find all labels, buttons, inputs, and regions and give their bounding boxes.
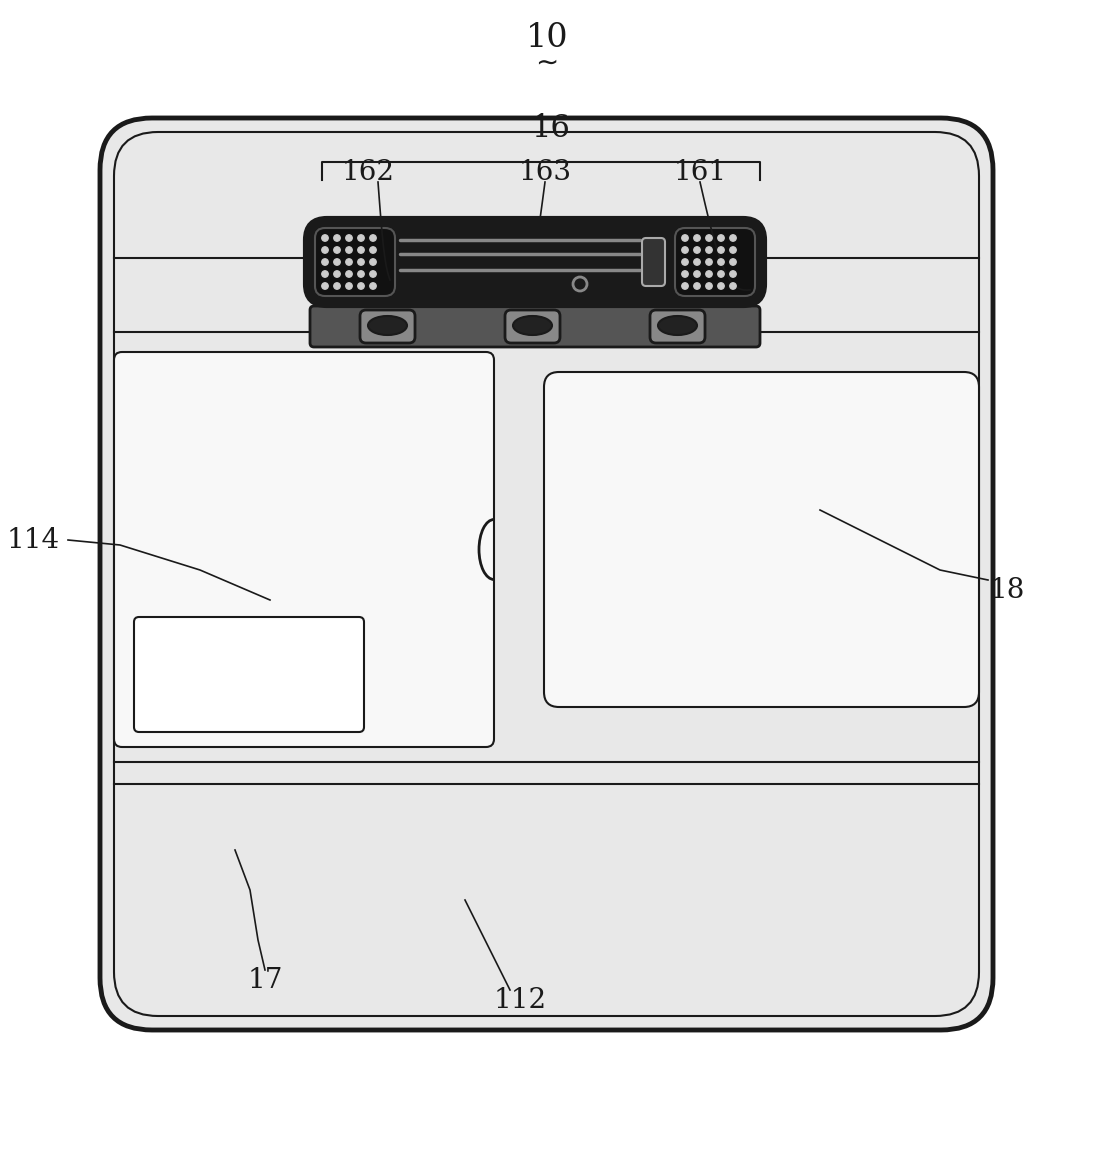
Ellipse shape [513, 316, 552, 335]
Circle shape [706, 235, 712, 241]
Circle shape [682, 271, 688, 277]
FancyBboxPatch shape [114, 352, 494, 747]
Circle shape [730, 247, 736, 254]
FancyBboxPatch shape [305, 218, 765, 306]
Text: 162: 162 [341, 158, 395, 185]
Circle shape [322, 283, 328, 289]
Ellipse shape [657, 316, 697, 335]
Circle shape [718, 258, 724, 265]
Circle shape [334, 235, 340, 241]
Circle shape [694, 283, 700, 289]
Text: 18: 18 [990, 576, 1025, 603]
Circle shape [694, 258, 700, 265]
Circle shape [682, 247, 688, 254]
Text: 10: 10 [526, 22, 568, 54]
Circle shape [358, 247, 364, 254]
Ellipse shape [368, 316, 407, 335]
Circle shape [730, 271, 736, 277]
Circle shape [322, 235, 328, 241]
Circle shape [718, 247, 724, 254]
Circle shape [322, 271, 328, 277]
Circle shape [346, 283, 352, 289]
Circle shape [358, 271, 364, 277]
Circle shape [370, 235, 376, 241]
Circle shape [694, 271, 700, 277]
FancyBboxPatch shape [310, 306, 760, 348]
Text: 114: 114 [7, 526, 60, 553]
Circle shape [370, 247, 376, 254]
Circle shape [730, 283, 736, 289]
Circle shape [682, 283, 688, 289]
Text: 161: 161 [674, 158, 726, 185]
Circle shape [322, 258, 328, 265]
Circle shape [718, 235, 724, 241]
FancyBboxPatch shape [675, 228, 755, 296]
Text: 163: 163 [519, 158, 571, 185]
Circle shape [358, 283, 364, 289]
Text: 16: 16 [532, 113, 570, 144]
Text: ∼: ∼ [535, 48, 559, 76]
FancyBboxPatch shape [315, 228, 395, 296]
Circle shape [322, 247, 328, 254]
Circle shape [358, 235, 364, 241]
Circle shape [706, 283, 712, 289]
Circle shape [334, 271, 340, 277]
Circle shape [706, 258, 712, 265]
Circle shape [706, 271, 712, 277]
Circle shape [334, 283, 340, 289]
Circle shape [358, 258, 364, 265]
Circle shape [718, 271, 724, 277]
Circle shape [718, 283, 724, 289]
Circle shape [334, 258, 340, 265]
Circle shape [730, 258, 736, 265]
Circle shape [370, 271, 376, 277]
Circle shape [346, 247, 352, 254]
Circle shape [346, 258, 352, 265]
Circle shape [346, 235, 352, 241]
Text: 17: 17 [247, 966, 282, 993]
FancyBboxPatch shape [505, 310, 560, 343]
Circle shape [730, 235, 736, 241]
Circle shape [334, 247, 340, 254]
Circle shape [694, 247, 700, 254]
Text: 112: 112 [493, 986, 547, 1013]
FancyBboxPatch shape [100, 119, 993, 1030]
FancyBboxPatch shape [650, 310, 705, 343]
Circle shape [370, 283, 376, 289]
FancyBboxPatch shape [544, 372, 979, 707]
Circle shape [346, 271, 352, 277]
Circle shape [370, 258, 376, 265]
FancyBboxPatch shape [133, 618, 364, 733]
FancyBboxPatch shape [360, 310, 415, 343]
Circle shape [682, 258, 688, 265]
Circle shape [706, 247, 712, 254]
FancyBboxPatch shape [642, 238, 665, 286]
Circle shape [694, 235, 700, 241]
Circle shape [682, 235, 688, 241]
